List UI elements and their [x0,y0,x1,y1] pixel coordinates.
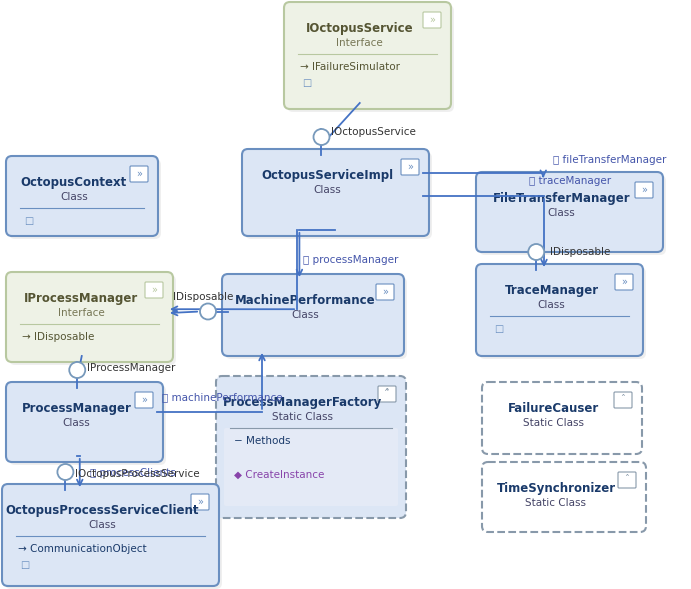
Text: »: » [382,287,388,297]
Text: ˆ: ˆ [621,395,625,405]
Text: Class: Class [291,310,319,320]
FancyBboxPatch shape [476,264,643,356]
Text: 🔑 traceManager: 🔑 traceManager [529,176,611,186]
Text: Class: Class [314,185,341,195]
FancyBboxPatch shape [6,382,163,462]
FancyBboxPatch shape [145,282,163,298]
Text: TraceManager: TraceManager [504,284,598,297]
Circle shape [57,464,73,480]
Text: IDisposable: IDisposable [173,292,233,302]
Text: Interface: Interface [58,308,105,318]
FancyBboxPatch shape [615,274,633,290]
FancyBboxPatch shape [222,274,404,356]
FancyBboxPatch shape [9,275,176,365]
Text: IOctopusService: IOctopusService [332,127,417,137]
Text: IProcessManager: IProcessManager [24,292,139,305]
Text: □: □ [494,324,503,334]
FancyBboxPatch shape [378,386,396,402]
Text: Class: Class [88,520,116,530]
Text: IOctopusProcessService: IOctopusProcessService [75,469,200,479]
Text: FailureCauser: FailureCauser [509,402,600,415]
Text: Static Class: Static Class [524,418,585,428]
Text: ˄: ˄ [384,389,390,399]
Text: OctopusContext: OctopusContext [21,176,127,189]
FancyBboxPatch shape [216,376,406,518]
FancyBboxPatch shape [287,5,454,112]
Text: □: □ [24,216,33,226]
Text: Static Class: Static Class [272,412,334,422]
Circle shape [314,129,330,145]
Text: − Methods: − Methods [234,436,290,446]
FancyBboxPatch shape [482,382,642,454]
Text: → IFailureSimulator: → IFailureSimulator [300,62,400,72]
FancyBboxPatch shape [6,156,158,236]
Text: »: » [407,162,413,172]
FancyBboxPatch shape [9,159,161,239]
Text: 🔑 processClients: 🔑 processClients [90,468,176,478]
FancyBboxPatch shape [614,392,632,408]
Text: 🔑 processManager: 🔑 processManager [303,254,399,264]
FancyBboxPatch shape [476,172,663,252]
FancyBboxPatch shape [6,272,173,362]
Text: »: » [429,15,435,25]
Circle shape [69,362,85,378]
FancyBboxPatch shape [2,484,219,586]
Text: »: » [151,285,157,295]
Text: IDisposable: IDisposable [550,247,611,257]
FancyBboxPatch shape [376,284,394,300]
Text: → CommunicationObject: → CommunicationObject [18,544,146,554]
Text: 🔑 machinePerformance: 🔑 machinePerformance [162,392,283,402]
FancyBboxPatch shape [224,428,398,506]
Text: FileTransferManager: FileTransferManager [493,192,630,205]
Text: OctopusProcessServiceClient: OctopusProcessServiceClient [6,504,199,517]
Text: ˆ: ˆ [625,475,630,485]
Text: □: □ [20,560,29,570]
Circle shape [200,303,216,319]
Text: □: □ [302,78,311,88]
FancyBboxPatch shape [635,182,653,198]
FancyBboxPatch shape [225,277,407,359]
Text: IOctopusService: IOctopusService [305,22,413,35]
Text: »: » [141,395,147,405]
Text: »: » [641,185,647,195]
FancyBboxPatch shape [135,392,153,408]
Text: »: » [197,497,203,507]
Text: → IDisposable: → IDisposable [22,332,95,342]
Text: ProcessManagerFactory: ProcessManagerFactory [223,396,383,409]
FancyBboxPatch shape [479,267,646,359]
Circle shape [528,244,545,260]
FancyBboxPatch shape [5,487,222,589]
Text: »: » [136,169,142,179]
Text: 🔑 fileTransferManager: 🔑 fileTransferManager [553,155,667,165]
FancyBboxPatch shape [245,152,432,239]
Text: TimeSynchronizer: TimeSynchronizer [496,482,616,495]
Text: Static Class: Static Class [525,498,587,508]
Text: Class: Class [538,300,565,310]
Text: Class: Class [60,192,88,202]
Text: Interface: Interface [336,38,383,48]
Text: MachinePerformance: MachinePerformance [235,294,375,307]
FancyBboxPatch shape [130,166,148,182]
FancyBboxPatch shape [9,385,166,465]
Text: ProcessManager: ProcessManager [21,402,131,415]
FancyBboxPatch shape [479,175,666,255]
FancyBboxPatch shape [284,2,451,109]
Text: ˆ: ˆ [385,389,390,399]
Text: ◆ CreateInstance: ◆ CreateInstance [234,470,324,480]
FancyBboxPatch shape [423,12,441,28]
Text: OctopusServiceImpl: OctopusServiceImpl [261,169,394,182]
Text: Class: Class [63,418,91,428]
Text: IProcessManager: IProcessManager [87,363,176,373]
FancyBboxPatch shape [618,472,636,488]
FancyBboxPatch shape [242,149,429,236]
Text: Class: Class [548,208,576,218]
Text: »: » [621,277,627,287]
FancyBboxPatch shape [401,159,419,175]
FancyBboxPatch shape [191,494,209,510]
FancyBboxPatch shape [482,462,646,532]
